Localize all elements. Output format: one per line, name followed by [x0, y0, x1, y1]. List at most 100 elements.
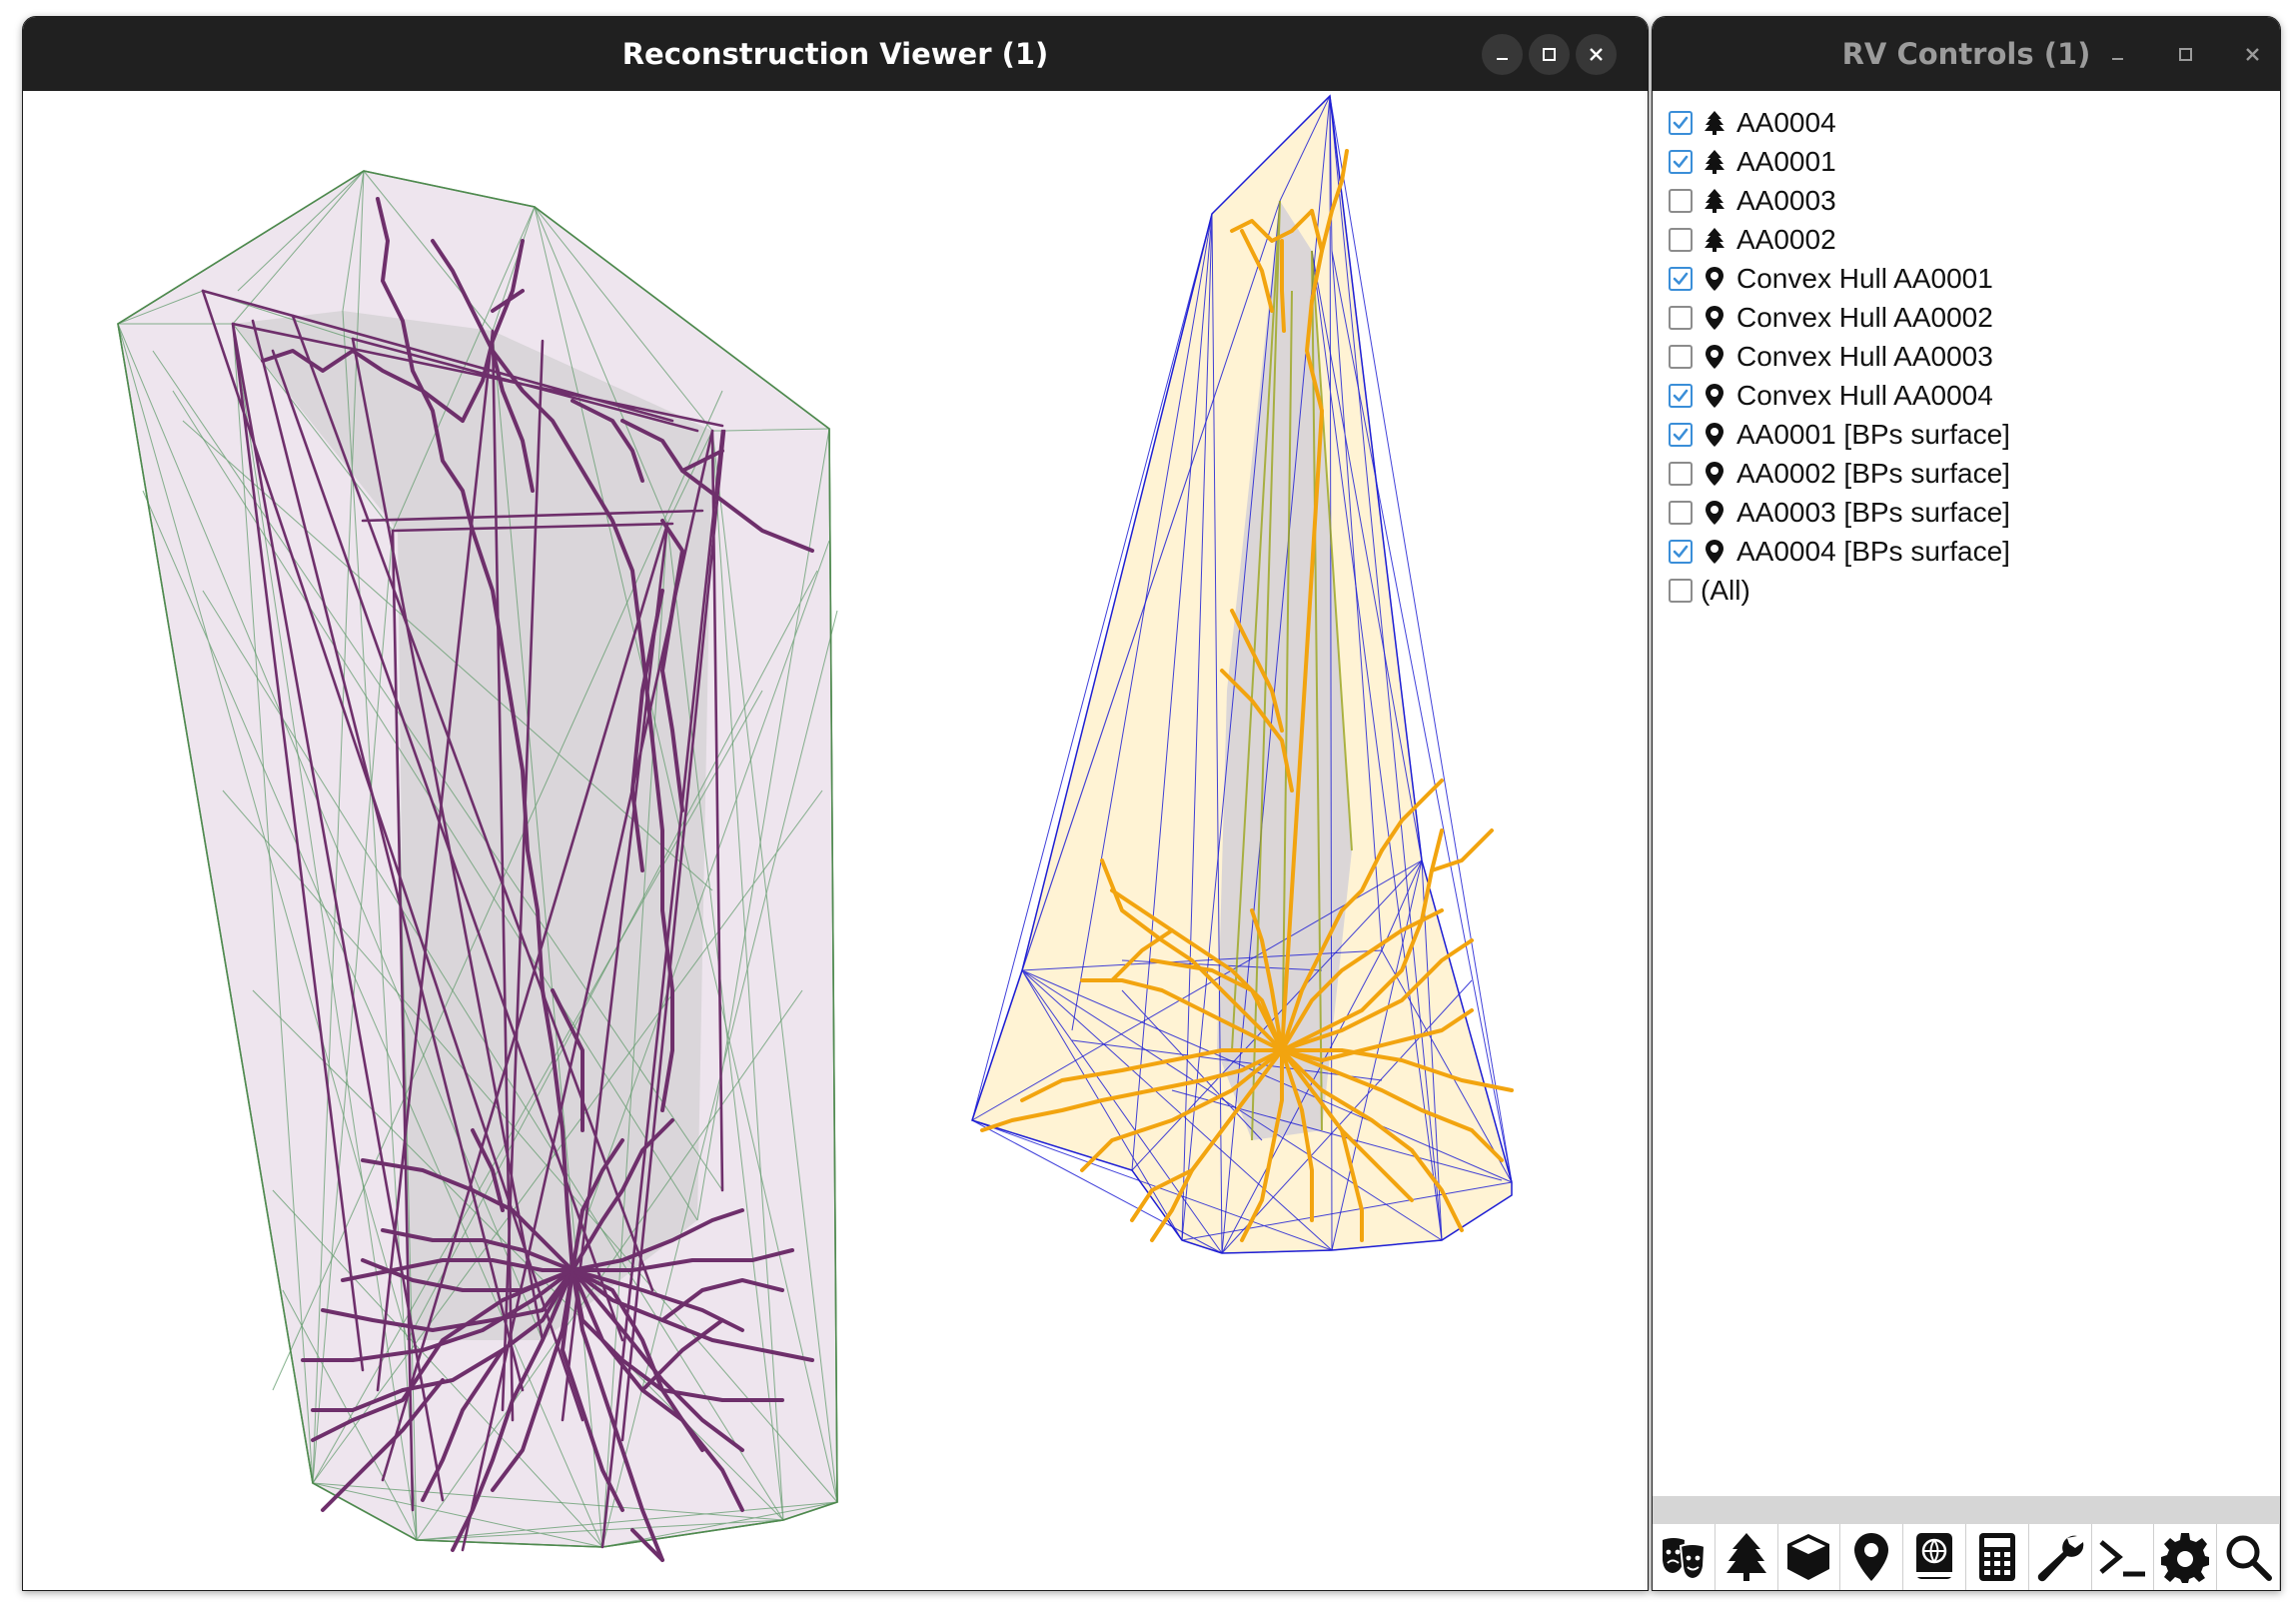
layer-item-label: AA0004 [BPs surface]: [1736, 535, 2010, 567]
neuron-aa0001: [201, 197, 814, 1562]
masks-tool-button[interactable]: [1653, 1524, 1716, 1590]
map-pin-icon: [1701, 265, 1728, 293]
search-tool-button[interactable]: [2217, 1524, 2280, 1590]
layer-item-label: AA0002: [1736, 223, 1836, 255]
layer-item[interactable]: AA0001 [BPs surface]: [1669, 415, 2010, 454]
wrench-tool-button[interactable]: [2029, 1524, 2092, 1590]
3d-viewport[interactable]: [23, 91, 1648, 1590]
layer-item-label: Convex Hull AA0003: [1736, 340, 1993, 372]
maximize-icon: [1543, 48, 1556, 61]
map-pin-icon: [1701, 382, 1728, 410]
tree-icon: [1701, 148, 1728, 176]
map-pin-icon: [1701, 499, 1728, 527]
layer-item[interactable]: AA0002 [BPs surface]: [1669, 454, 2010, 493]
layer-item-label: Convex Hull AA0002: [1736, 301, 1993, 333]
layer-item-label: AA0001: [1736, 145, 1836, 177]
convex-hull-aa0001: [117, 170, 838, 1548]
gear-tool-button[interactable]: [2154, 1524, 2218, 1590]
map-pin-icon: [1701, 460, 1728, 488]
layer-item-label: AA0001 [BPs surface]: [1736, 418, 2010, 450]
map-pin-icon: [1701, 343, 1728, 371]
checkbox-unchecked[interactable]: [1669, 461, 1693, 486]
search-icon: [2226, 1535, 2273, 1581]
cube-tool-button[interactable]: [1778, 1524, 1841, 1590]
checkmark-icon: [1673, 428, 1689, 441]
map-pin-icon: [1854, 1533, 1889, 1581]
cube-icon: [1787, 1534, 1830, 1580]
checkbox-checked[interactable]: [1669, 539, 1693, 564]
viewer-minimize-button[interactable]: [1482, 34, 1523, 75]
checkbox-checked[interactable]: [1669, 422, 1693, 447]
layer-item[interactable]: Convex Hull AA0003: [1669, 337, 2010, 376]
layer-item-label: AA0002 [BPs surface]: [1736, 457, 2010, 489]
controls-titlebar[interactable]: RV Controls (1): [1653, 17, 2280, 91]
layer-item[interactable]: AA0003: [1669, 181, 2010, 220]
checkbox-checked[interactable]: [1669, 266, 1693, 291]
checkbox-unchecked[interactable]: [1669, 227, 1693, 252]
checkbox-unchecked[interactable]: [1669, 500, 1693, 525]
checkmark-icon: [1673, 116, 1689, 129]
atlas-tool-button[interactable]: [1903, 1524, 1966, 1590]
rv-controls-window: RV Controls (1) AA0004 AA0001 AA0003 AA0002…: [1652, 16, 2281, 1591]
checkbox-unchecked[interactable]: [1669, 578, 1693, 603]
terminal-tool-button[interactable]: [2092, 1524, 2155, 1590]
tree-icon: [1701, 187, 1728, 215]
layer-item[interactable]: AA0004 [BPs surface]: [1669, 532, 2010, 571]
layer-item[interactable]: AA0004: [1669, 103, 2010, 142]
controls-toolbar: [1653, 1524, 2280, 1590]
maximize-icon: [2179, 48, 2192, 61]
viewer-close-button[interactable]: [1576, 34, 1617, 75]
checkmark-icon: [1673, 155, 1689, 168]
layer-list: AA0004 AA0001 AA0003 AA0002 Convex Hull AA00…: [1669, 103, 2010, 610]
checkmark-icon: [1673, 272, 1689, 285]
map-pin-icon: [1701, 421, 1728, 449]
layer-item-label: Convex Hull AA0001: [1736, 262, 1993, 294]
layer-item[interactable]: AA0002: [1669, 220, 2010, 259]
neuron-aa0004: [980, 149, 1514, 1242]
checkbox-checked[interactable]: [1669, 110, 1693, 135]
scene-canvas[interactable]: [23, 91, 1648, 1590]
layer-item-label: AA0003 [BPs surface]: [1736, 496, 2010, 528]
map-pin-tool-button[interactable]: [1840, 1524, 1904, 1590]
reconstruction-viewer-window: Reconstruction Viewer (1): [22, 16, 1649, 1591]
close-icon: [2246, 48, 2259, 61]
layer-item-label: Convex Hull AA0004: [1736, 379, 1993, 411]
layer-item[interactable]: Convex Hull AA0002: [1669, 298, 2010, 337]
viewer-titlebar[interactable]: Reconstruction Viewer (1): [23, 17, 1648, 91]
viewer-maximize-button[interactable]: [1529, 34, 1570, 75]
masks-icon: [1662, 1538, 1706, 1581]
status-strip: [1653, 1496, 2280, 1524]
atlas-icon: [1916, 1533, 1953, 1579]
checkbox-unchecked[interactable]: [1669, 188, 1693, 213]
wrench-icon: [2037, 1535, 2084, 1582]
convex-hull-aa0004: [971, 94, 1513, 1254]
checkmark-icon: [1673, 389, 1689, 402]
controls-title: RV Controls (1): [1841, 37, 2091, 71]
tree-icon: [1701, 226, 1728, 254]
layer-item-label: AA0003: [1736, 184, 1836, 216]
layer-item[interactable]: Convex Hull AA0004: [1669, 376, 2010, 415]
close-icon: [1590, 48, 1603, 61]
layer-item-label: AA0004: [1736, 106, 1836, 138]
checkbox-checked[interactable]: [1669, 149, 1693, 174]
checkbox-unchecked[interactable]: [1669, 344, 1693, 369]
layer-item[interactable]: (All): [1669, 571, 2010, 610]
tree-tool-button[interactable]: [1716, 1524, 1778, 1590]
gear-icon: [2161, 1533, 2210, 1583]
map-pin-icon: [1701, 304, 1728, 332]
checkbox-checked[interactable]: [1669, 383, 1693, 408]
controls-close-button[interactable]: [2232, 34, 2273, 75]
calculator-icon: [1978, 1533, 2015, 1581]
checkmark-icon: [1673, 545, 1689, 558]
layer-item[interactable]: Convex Hull AA0001: [1669, 259, 2010, 298]
map-pin-icon: [1701, 538, 1728, 566]
controls-maximize-button[interactable]: [2165, 34, 2206, 75]
calculator-tool-button[interactable]: [1966, 1524, 2029, 1590]
tree-icon: [1725, 1533, 1766, 1581]
minimize-icon: [2112, 58, 2123, 60]
layer-item[interactable]: AA0001: [1669, 142, 2010, 181]
checkbox-unchecked[interactable]: [1669, 305, 1693, 330]
controls-minimize-button[interactable]: [2097, 34, 2138, 75]
terminal-icon: [2099, 1540, 2146, 1577]
layer-item[interactable]: AA0003 [BPs surface]: [1669, 493, 2010, 532]
